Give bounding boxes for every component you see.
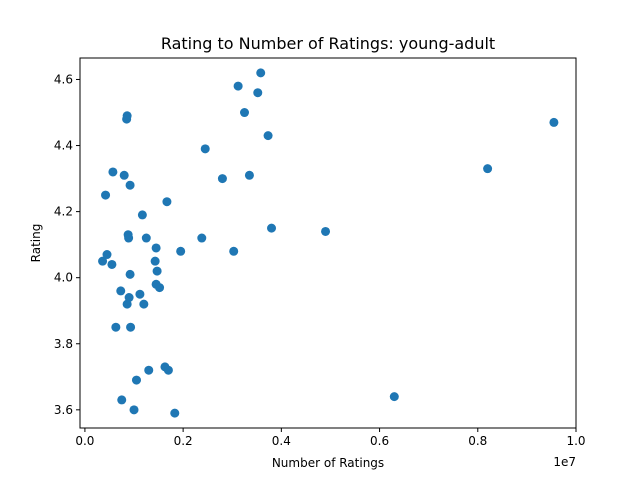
data-points (98, 68, 559, 418)
data-point (116, 286, 126, 296)
data-point (124, 293, 134, 303)
data-point (244, 170, 254, 180)
x-axis-offset-label: 1e7 (553, 455, 576, 469)
x-axis-ticks: 0.0 0.2 0.4 0.6 0.8 1.0 (75, 428, 586, 448)
data-point (141, 233, 151, 243)
y-tick-label: 4.0 (54, 271, 73, 285)
data-point (107, 259, 117, 269)
data-point (151, 243, 161, 253)
y-tick-label: 4.6 (54, 72, 73, 86)
data-point (483, 164, 493, 174)
data-point (200, 144, 210, 154)
x-tick-label: 0.0 (75, 434, 94, 448)
data-point (233, 81, 243, 91)
data-point (155, 283, 165, 293)
y-tick-label: 4.2 (54, 205, 73, 219)
y-axis-ticks: 3.6 3.8 4.0 4.2 4.4 4.6 (54, 72, 80, 417)
data-point (144, 365, 154, 375)
data-point (129, 405, 139, 415)
data-point (108, 167, 118, 177)
data-point (217, 174, 227, 184)
data-point (170, 408, 180, 418)
data-point (229, 246, 239, 256)
x-tick-label: 0.8 (468, 434, 487, 448)
data-point (102, 250, 112, 260)
y-axis-label: Rating (29, 224, 43, 263)
data-point (240, 108, 250, 118)
data-point (139, 299, 149, 309)
y-tick-label: 3.6 (54, 403, 73, 417)
data-point (321, 226, 331, 236)
data-point (389, 392, 399, 402)
data-point (117, 395, 127, 405)
data-point (131, 375, 141, 385)
data-point (263, 131, 273, 141)
x-tick-label: 0.2 (174, 434, 193, 448)
data-point (122, 111, 132, 121)
data-point (267, 223, 277, 233)
data-point (150, 256, 160, 266)
x-tick-label: 0.6 (370, 434, 389, 448)
y-tick-label: 4.4 (54, 139, 73, 153)
chart-title: Rating to Number of Ratings: young-adult (161, 34, 495, 53)
data-point (126, 322, 136, 332)
data-point (162, 197, 172, 207)
data-point (125, 180, 135, 190)
x-tick-label: 1.0 (566, 434, 585, 448)
y-tick-label: 3.8 (54, 337, 73, 351)
data-point (253, 88, 263, 98)
data-point (111, 322, 121, 332)
x-tick-label: 0.4 (272, 434, 291, 448)
data-point (124, 233, 134, 243)
data-point (549, 117, 559, 127)
data-point (125, 269, 135, 279)
data-point (101, 190, 111, 200)
data-point (137, 210, 147, 220)
data-point (197, 233, 207, 243)
data-point (98, 256, 108, 266)
data-point (176, 246, 186, 256)
data-point (119, 170, 129, 180)
data-point (256, 68, 266, 78)
x-axis-label: Number of Ratings (272, 456, 384, 470)
plot-frame (79, 57, 577, 429)
data-point (163, 365, 173, 375)
data-point (135, 289, 145, 299)
data-point (152, 266, 162, 276)
